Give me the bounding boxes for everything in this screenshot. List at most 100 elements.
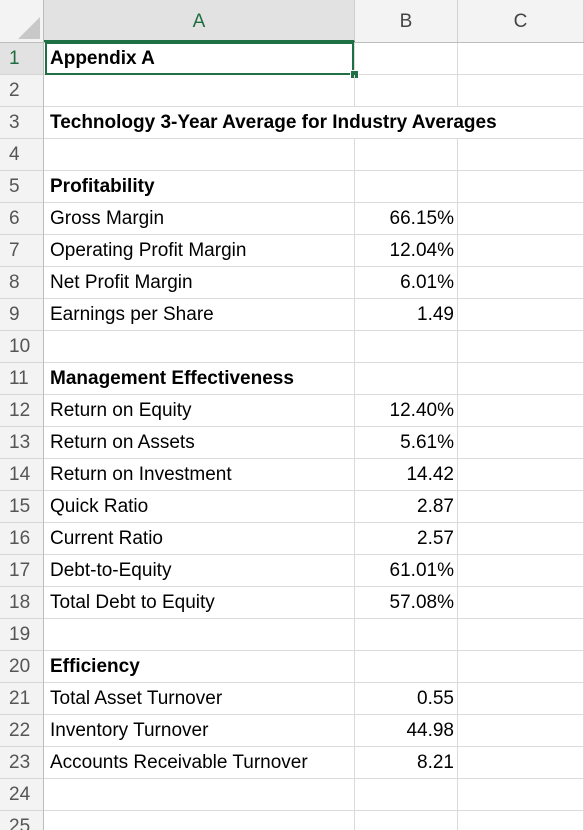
cell-b[interactable]: 66.15% xyxy=(355,203,458,235)
cell-a[interactable]: Gross Margin xyxy=(44,203,355,235)
cell-b[interactable]: 5.61% xyxy=(355,427,458,459)
cell-b[interactable]: 1.49 xyxy=(355,299,458,331)
cell-c[interactable] xyxy=(458,523,584,555)
cell-b[interactable]: 8.21 xyxy=(355,747,458,779)
select-all-corner[interactable] xyxy=(0,0,44,42)
cell-c[interactable] xyxy=(458,747,584,779)
cell-b[interactable] xyxy=(355,331,458,363)
cell-a[interactable]: Return on Investment xyxy=(44,459,355,491)
cell-c[interactable] xyxy=(458,203,584,235)
cell-b[interactable]: 57.08% xyxy=(355,587,458,619)
row-header[interactable]: 9 xyxy=(0,299,43,331)
column-header-a[interactable]: A xyxy=(44,0,355,42)
cell-a[interactable]: Efficiency xyxy=(44,651,355,683)
row-header[interactable]: 1 xyxy=(0,43,43,75)
cell-b[interactable] xyxy=(355,139,458,171)
row-header[interactable]: 23 xyxy=(0,747,43,779)
cell-c[interactable] xyxy=(458,427,584,459)
row-header[interactable]: 22 xyxy=(0,715,43,747)
cell-b[interactable] xyxy=(355,107,458,139)
row-header[interactable]: 3 xyxy=(0,107,43,139)
cell-b[interactable]: 12.04% xyxy=(355,235,458,267)
row-header[interactable]: 15 xyxy=(0,491,43,523)
cell-c[interactable] xyxy=(458,779,584,811)
row-header[interactable]: 13 xyxy=(0,427,43,459)
cell-c[interactable] xyxy=(458,267,584,299)
cell-a[interactable] xyxy=(44,619,355,651)
cell-a[interactable]: Current Ratio xyxy=(44,523,355,555)
cell-c[interactable] xyxy=(458,75,584,107)
cell-b[interactable]: 61.01% xyxy=(355,555,458,587)
cell-a[interactable]: Appendix A xyxy=(44,43,355,75)
cell-c[interactable] xyxy=(458,811,584,830)
cell-b[interactable]: 44.98 xyxy=(355,715,458,747)
cell-a[interactable]: Operating Profit Margin xyxy=(44,235,355,267)
cell-c[interactable] xyxy=(458,299,584,331)
cell-a[interactable] xyxy=(44,331,355,363)
cell-a[interactable] xyxy=(44,779,355,811)
cell-a[interactable]: Net Profit Margin xyxy=(44,267,355,299)
cell-b[interactable] xyxy=(355,651,458,683)
row-header[interactable]: 17 xyxy=(0,555,43,587)
cell-b[interactable]: 6.01% xyxy=(355,267,458,299)
cell-a[interactable]: Technology 3-Year Average for Industry A… xyxy=(50,112,497,133)
cell-c[interactable] xyxy=(458,331,584,363)
row-header[interactable]: 7 xyxy=(0,235,43,267)
cell-a[interactable]: Management Effectiveness xyxy=(44,363,355,395)
cell-b[interactable]: 14.42 xyxy=(355,459,458,491)
cell-c[interactable] xyxy=(458,491,584,523)
cell-c[interactable] xyxy=(458,651,584,683)
cell-c[interactable] xyxy=(458,107,584,139)
row-header[interactable]: 6 xyxy=(0,203,43,235)
cell-b[interactable]: 2.87 xyxy=(355,491,458,523)
row-header[interactable]: 21 xyxy=(0,683,43,715)
cell-c[interactable] xyxy=(458,555,584,587)
row-header[interactable]: 10 xyxy=(0,331,43,363)
row-header[interactable]: 14 xyxy=(0,459,43,491)
cell-a[interactable]: Inventory Turnover xyxy=(44,715,355,747)
column-header-b[interactable]: B xyxy=(355,0,458,42)
cell-a[interactable]: Total Asset Turnover xyxy=(44,683,355,715)
row-header[interactable]: 16 xyxy=(0,523,43,555)
cell-b[interactable] xyxy=(355,779,458,811)
cell-c[interactable] xyxy=(458,235,584,267)
cell-c[interactable] xyxy=(458,619,584,651)
cell-a[interactable] xyxy=(44,75,355,107)
row-header[interactable]: 20 xyxy=(0,651,43,683)
row-header[interactable]: 5 xyxy=(0,171,43,203)
row-header[interactable]: 8 xyxy=(0,267,43,299)
cell-a[interactable]: Earnings per Share xyxy=(44,299,355,331)
cell-c[interactable] xyxy=(458,715,584,747)
cell-a[interactable]: Debt-to-Equity xyxy=(44,555,355,587)
cell-b[interactable] xyxy=(355,619,458,651)
cell-b[interactable]: 12.40% xyxy=(355,395,458,427)
row-header[interactable]: 11 xyxy=(0,363,43,395)
cell-b[interactable] xyxy=(355,811,458,830)
cell-b[interactable]: 0.55 xyxy=(355,683,458,715)
cell-c[interactable] xyxy=(458,139,584,171)
row-header[interactable]: 4 xyxy=(0,139,43,171)
cell-c[interactable] xyxy=(458,395,584,427)
cell-c[interactable] xyxy=(458,683,584,715)
cell-b[interactable] xyxy=(355,43,458,75)
cell-c[interactable] xyxy=(458,363,584,395)
cell-c[interactable] xyxy=(458,43,584,75)
cell-a[interactable]: Profitability xyxy=(44,171,355,203)
cell-b[interactable] xyxy=(355,363,458,395)
cell-b[interactable] xyxy=(355,75,458,107)
row-header[interactable]: 18 xyxy=(0,587,43,619)
cell-b[interactable] xyxy=(355,171,458,203)
row-header[interactable]: 2 xyxy=(0,75,43,107)
cell-a[interactable]: Accounts Receivable Turnover xyxy=(44,747,355,779)
cell-a[interactable]: Quick Ratio xyxy=(44,491,355,523)
row-header[interactable]: 25 xyxy=(0,811,43,830)
cell-c[interactable] xyxy=(458,587,584,619)
row-header[interactable]: 24 xyxy=(0,779,43,811)
cell-a[interactable]: Total Debt to Equity xyxy=(44,587,355,619)
cell-a[interactable] xyxy=(44,139,355,171)
column-header-c[interactable]: C xyxy=(458,0,584,42)
cell-b[interactable]: 2.57 xyxy=(355,523,458,555)
cell-c[interactable] xyxy=(458,459,584,491)
cell-a[interactable]: Return on Assets xyxy=(44,427,355,459)
cell-a[interactable] xyxy=(44,811,355,830)
